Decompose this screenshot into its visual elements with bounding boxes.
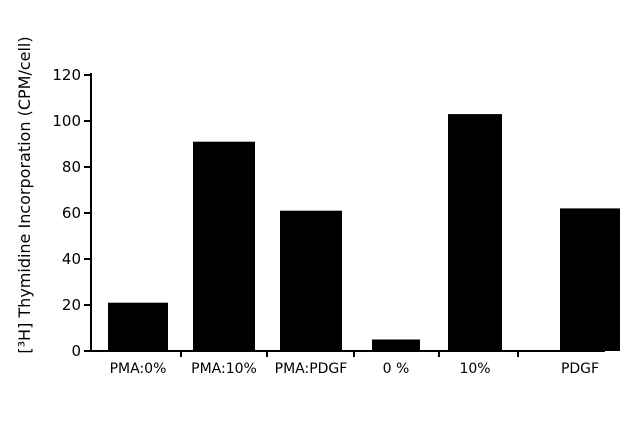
y-tick-label: 80: [62, 158, 81, 176]
bars: [108, 114, 620, 351]
y-tick-label: 120: [52, 66, 81, 84]
bar: [280, 210, 342, 351]
bar: [560, 208, 620, 351]
y-tick-label: 20: [62, 296, 81, 314]
y-tick-label: 60: [62, 204, 81, 222]
x-category-label: PMA:10%: [191, 361, 257, 377]
bar: [372, 339, 420, 351]
x-category-label: 0 %: [383, 361, 410, 377]
y-axis-ticks: 0 20 40 60 80 100 120: [52, 66, 91, 360]
x-category-label: PMA:PDGF: [275, 361, 348, 377]
y-axis-label: [³H] Thymidine Incorporation (CPM/cell): [15, 36, 34, 353]
y-tick-label: 0: [71, 342, 81, 360]
bar: [448, 114, 502, 351]
x-category-label: PDGF: [561, 361, 599, 377]
x-category-label: PMA:0%: [110, 361, 167, 377]
y-tick-label: 40: [62, 250, 81, 268]
x-axis-category-labels: PMA:0% PMA:10% PMA:PDGF 0 % 10% PDGF: [110, 351, 599, 377]
bar: [193, 141, 255, 351]
bar: [108, 302, 168, 351]
y-tick-label: 100: [52, 112, 81, 130]
x-category-label: 10%: [459, 361, 490, 377]
